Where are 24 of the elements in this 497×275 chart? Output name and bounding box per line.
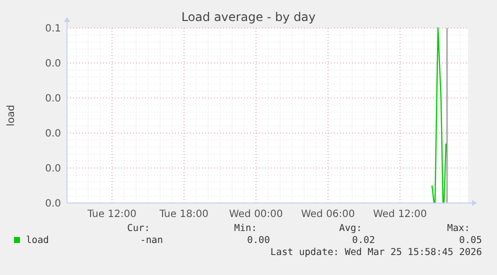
y-tick-label: 0.0: [45, 128, 61, 140]
chart-title: Load average - by day: [181, 10, 316, 24]
x-tick-label: Wed 00:00: [229, 209, 283, 220]
y-tick-label: 0.0: [45, 94, 61, 104]
text: Min:: [234, 223, 257, 234]
text: Cur:: [127, 223, 150, 234]
y-tick-label: 0.0: [45, 164, 61, 174]
text: 0.05: [459, 235, 482, 246]
x-tick-label: Tue 18:00: [158, 209, 209, 220]
text: Last update: Wed Mar 25 15:58:45 2026: [270, 247, 482, 258]
y-axis-title: load: [6, 104, 17, 126]
y-tick-label: 0.1: [45, 24, 61, 34]
x-tick-label: Wed 12:00: [373, 209, 427, 220]
text: Avg:: [339, 223, 362, 234]
legend-label: load: [26, 235, 49, 246]
text: 0.00: [247, 235, 270, 246]
text: -nan: [140, 235, 163, 246]
text: 0.02: [352, 235, 375, 246]
x-tick-label: Tue 12:00: [86, 209, 137, 220]
y-tick-label: 0.0: [45, 58, 61, 70]
y-tick-label: 0.0: [45, 198, 61, 210]
text: Max:: [447, 223, 470, 234]
line-series: [431, 27, 447, 204]
x-tick-label: Wed 06:00: [301, 209, 355, 220]
